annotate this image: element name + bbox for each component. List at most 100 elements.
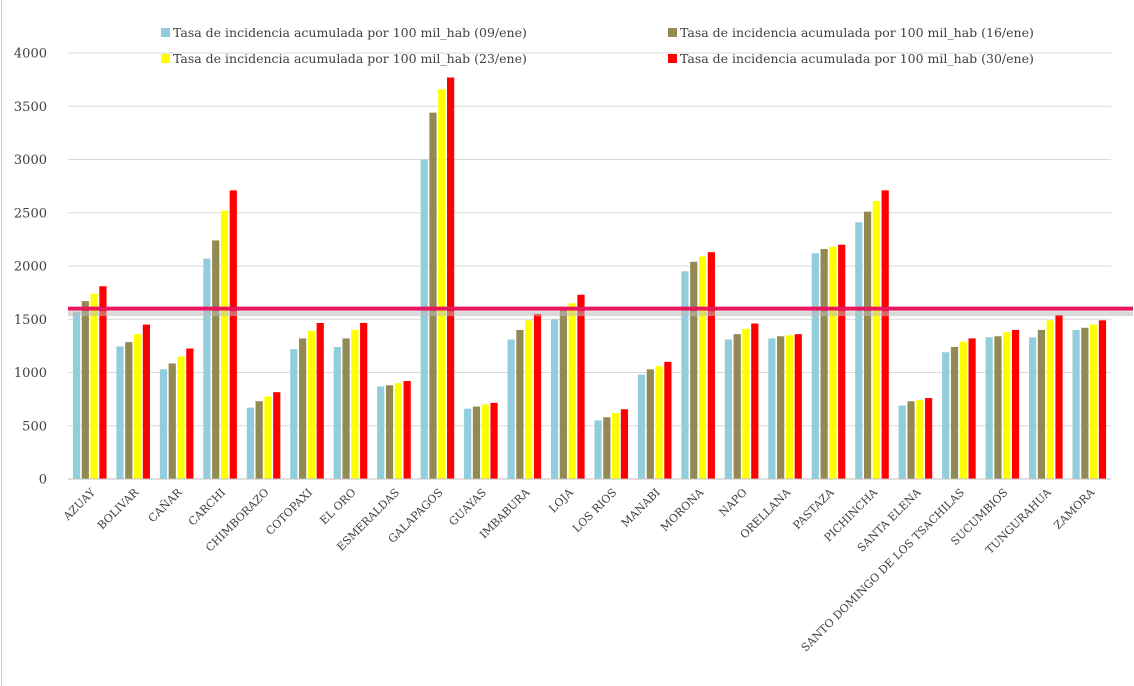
legend-swatch <box>668 54 677 63</box>
x-tick-label: CARCHI <box>186 486 228 528</box>
legend-item: Tasa de incidencia acumulada por 100 mil… <box>161 51 527 66</box>
y-tick-label: 4000 <box>14 47 47 62</box>
bar <box>637 374 646 479</box>
bar <box>794 334 802 479</box>
x-tick-label: EL ORO <box>317 486 358 527</box>
bar <box>1090 324 1098 479</box>
bar <box>229 190 237 479</box>
legend-item: Tasa de incidencia acumulada por 100 mil… <box>161 25 527 40</box>
bar <box>968 338 976 479</box>
bar <box>681 271 689 479</box>
bar <box>707 252 715 479</box>
bar <box>186 348 194 479</box>
x-tick-label: AZUAY <box>60 485 98 523</box>
bar <box>168 363 176 479</box>
bar <box>516 329 524 479</box>
x-tick-label: BOLIVAR <box>95 485 142 532</box>
bar <box>307 330 316 479</box>
legend-label: Tasa de incidencia acumulada por 100 mil… <box>680 25 1034 40</box>
x-tick-label: CAÑAR <box>145 485 185 525</box>
bar <box>333 346 341 479</box>
y-tick-label: 1500 <box>14 313 47 328</box>
bar <box>550 319 559 479</box>
legend-swatch <box>161 28 170 37</box>
y-tick-label: 0 <box>39 473 47 488</box>
bar <box>768 338 776 479</box>
bar <box>811 253 819 479</box>
y-tick-label: 500 <box>22 419 47 434</box>
legend-label: Tasa de incidencia acumulada por 100 mil… <box>680 51 1034 66</box>
bar <box>220 210 229 479</box>
bar <box>724 339 733 479</box>
bar <box>950 346 959 479</box>
gridlines <box>68 52 1111 427</box>
bar <box>438 89 446 480</box>
bar <box>994 336 1002 479</box>
bar <box>142 324 150 479</box>
bar <box>742 328 750 479</box>
bar <box>925 398 933 479</box>
bar <box>429 112 437 479</box>
bar <box>133 334 142 479</box>
bar <box>125 342 133 479</box>
bar <box>733 334 741 479</box>
legend: Tasa de incidencia acumulada por 100 mil… <box>161 25 1034 66</box>
bar <box>559 308 567 479</box>
y-tick-label: 2500 <box>14 206 47 221</box>
bar <box>863 211 872 479</box>
x-tick-label: LOS RIOS <box>570 486 619 535</box>
bar <box>377 386 385 479</box>
bar <box>290 349 298 479</box>
legend-item: Tasa de incidencia acumulada por 100 mil… <box>668 51 1034 66</box>
x-tick-label: GUAYAS <box>446 486 489 529</box>
bar <box>299 338 307 479</box>
bar <box>360 322 368 479</box>
bar <box>820 248 828 479</box>
bar <box>264 396 272 479</box>
bar <box>907 401 915 479</box>
bar <box>116 346 124 479</box>
bar <box>690 261 698 479</box>
bar <box>985 337 993 479</box>
bar <box>81 301 89 479</box>
bar <box>316 322 324 479</box>
bar <box>351 329 359 479</box>
bar <box>620 409 629 479</box>
y-axis-ticks: 0 500 1000 1500 2000 2500 3000 3500 4000 <box>14 47 47 488</box>
bars <box>72 77 1107 480</box>
y-tick-label: 3500 <box>14 100 47 115</box>
bar <box>446 77 455 480</box>
bar <box>1055 314 1063 479</box>
bar <box>490 402 498 479</box>
bar <box>159 369 168 479</box>
bar <box>472 406 481 479</box>
bar <box>594 420 602 479</box>
x-tick-label: PASTAZA <box>791 485 838 532</box>
bar <box>203 258 211 479</box>
bar <box>1037 329 1046 479</box>
bar <box>855 222 863 479</box>
bar <box>655 366 663 479</box>
bar <box>481 404 489 479</box>
legend-swatch <box>668 28 677 37</box>
bar <box>829 246 837 479</box>
bar <box>1098 320 1107 479</box>
annotations <box>68 306 1133 317</box>
x-tick-label: ZAMORA <box>1051 485 1098 532</box>
bar <box>1029 337 1037 479</box>
bar <box>420 159 428 479</box>
bar <box>1003 332 1011 479</box>
y-tick-label: 3000 <box>14 153 47 168</box>
bar <box>568 303 576 479</box>
bar <box>751 323 759 479</box>
bar <box>577 294 585 479</box>
bar <box>612 412 620 479</box>
bar <box>777 336 785 479</box>
bar <box>72 311 81 479</box>
bar <box>838 244 846 479</box>
bar <box>646 369 654 479</box>
legend-label: Tasa de incidencia acumulada por 100 mil… <box>173 25 527 40</box>
x-tick-label: NAPO <box>716 486 749 519</box>
bar <box>273 392 281 479</box>
